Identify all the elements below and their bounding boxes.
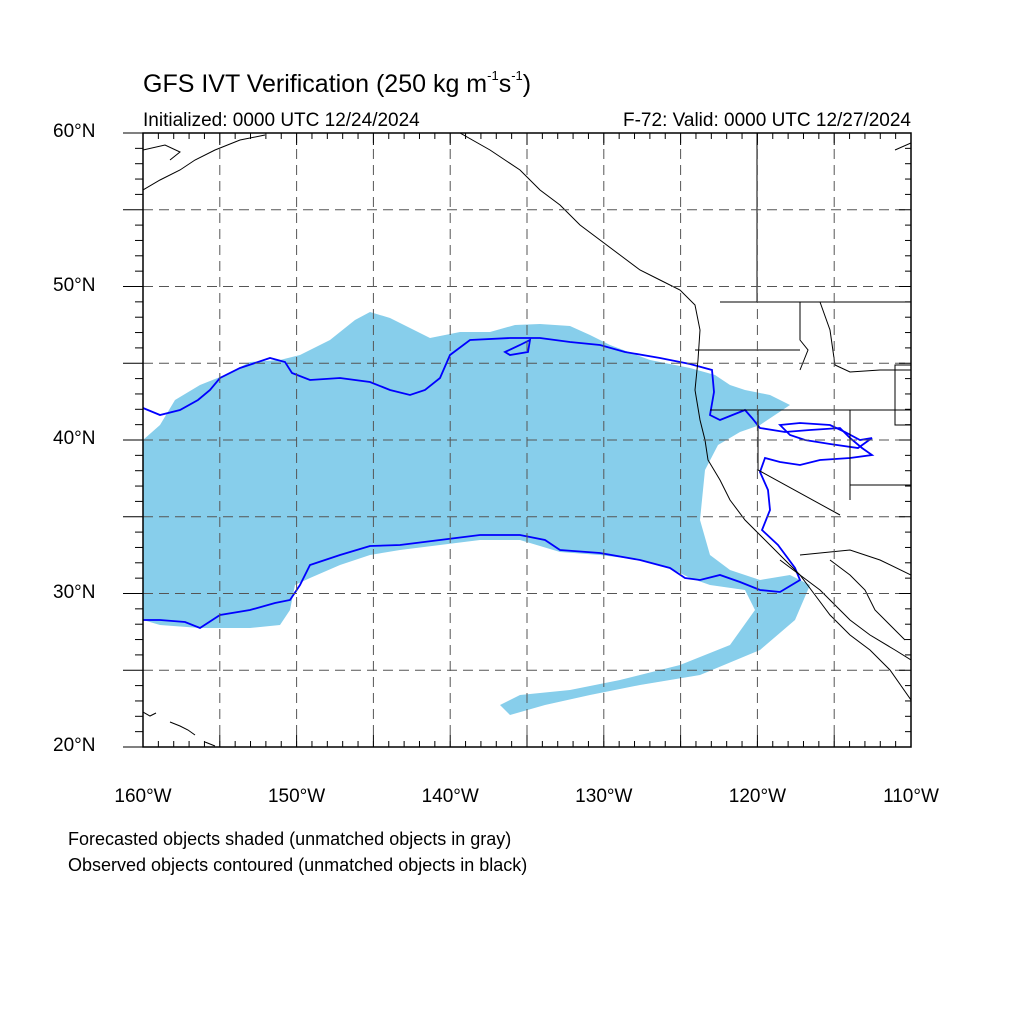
longitude-label: 120°W [728,786,787,807]
latitude-label: 30°N [53,581,96,603]
longitude-label: 110°W [883,786,939,807]
chart-title: GFS IVT Verification (250 kg m-1s-1) [143,67,532,98]
legend-notes: Forecasted objects shaded (unmatched obj… [68,826,527,878]
forecast-object-shaded [143,312,810,715]
initialized-time: Initialized: 0000 UTC 12/24/2024 [143,110,420,131]
latitude-label: 50°N [53,274,96,296]
observed-object-contour [503,338,532,356]
longitude-label: 150°W [267,786,326,807]
note-forecast: Forecasted objects shaded (unmatched obj… [68,829,512,849]
note-observed: Observed objects contoured (unmatched ob… [68,855,528,875]
latitude-label: 40°N [53,428,96,449]
longitude-label: 130°W [575,786,633,807]
longitude-label: 160°W [114,786,172,807]
observed-object-contour [143,337,875,630]
grid-lines [143,133,911,747]
state-borders [695,133,911,576]
latitude-label: 60°N [53,121,96,142]
coastline [143,133,911,747]
longitude-label: 140°W [421,786,479,807]
axis-ticks [123,132,912,748]
latitude-label: 20°N [53,735,96,756]
valid-time: F-72: Valid: 0000 UTC 12/27/2024 [623,110,911,131]
observed-object-contour [778,422,873,449]
